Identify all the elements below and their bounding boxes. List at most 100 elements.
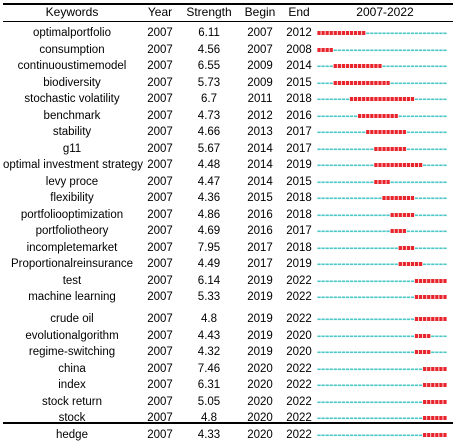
base-segment bbox=[325, 335, 329, 337]
base-segment bbox=[333, 335, 337, 337]
base-segment bbox=[406, 384, 411, 387]
base-segment bbox=[317, 65, 321, 68]
base-segment bbox=[443, 32, 447, 35]
base-segment bbox=[333, 417, 337, 420]
base-segment bbox=[410, 32, 415, 35]
begin-cell: 2019 bbox=[247, 313, 273, 325]
base-segment bbox=[382, 49, 386, 51]
burst-segment bbox=[402, 163, 406, 167]
burst-segment bbox=[398, 97, 402, 101]
table-row: test 2007 6.14 2019 2022 bbox=[3, 273, 453, 289]
base-segment bbox=[325, 296, 329, 299]
base-segment bbox=[362, 148, 366, 150]
base-segment bbox=[366, 368, 370, 370]
base-segment bbox=[370, 280, 374, 282]
base-segment bbox=[353, 148, 358, 150]
strength-cell: 7.95 bbox=[197, 241, 221, 254]
strength-cell: 5.05 bbox=[197, 395, 221, 408]
base-segment bbox=[435, 335, 439, 337]
burst-table: Keywords Year Strength Begin End 2007-20… bbox=[3, 3, 453, 441]
base-segment bbox=[427, 230, 431, 233]
end-cell: 2022 bbox=[286, 274, 312, 287]
base-segment bbox=[418, 417, 423, 420]
base-segment bbox=[418, 368, 423, 370]
burst-segment bbox=[435, 278, 439, 283]
base-segment bbox=[358, 164, 362, 167]
base-segment bbox=[366, 230, 370, 233]
burst-segment bbox=[382, 196, 386, 200]
base-segment bbox=[374, 368, 378, 370]
base-segment bbox=[427, 181, 431, 183]
base-segment bbox=[317, 296, 321, 299]
year-cell: 2007 bbox=[147, 109, 173, 122]
base-segment bbox=[402, 351, 406, 354]
strength-cell: 6.7 bbox=[201, 93, 217, 105]
base-segment bbox=[443, 49, 447, 51]
begin-cell: 2020 bbox=[247, 379, 273, 391]
burst-segment bbox=[410, 163, 415, 167]
base-segment bbox=[345, 230, 350, 233]
keyword-cell: optimal investment strategy bbox=[3, 159, 143, 171]
burst-segment bbox=[374, 80, 378, 85]
burst-segment bbox=[443, 432, 447, 437]
burst-timeline-svg bbox=[317, 399, 447, 404]
burst-segment bbox=[443, 278, 447, 283]
base-segment bbox=[394, 82, 398, 84]
end-cell: 2016 bbox=[286, 109, 312, 122]
base-segment bbox=[353, 131, 358, 134]
burst-segment bbox=[418, 278, 423, 283]
burst-segment bbox=[406, 212, 411, 217]
burst-segment bbox=[439, 399, 443, 404]
base-segment bbox=[333, 280, 337, 282]
burst-segment bbox=[317, 47, 321, 52]
burst-segment bbox=[423, 295, 427, 299]
base-segment bbox=[386, 434, 390, 436]
end-cell: 2015 bbox=[286, 76, 312, 89]
keyword-cell: crude oil bbox=[50, 313, 94, 325]
burst-segment bbox=[374, 179, 378, 184]
table-row: index 2007 6.31 2020 2022 bbox=[3, 377, 453, 393]
burst-segment bbox=[439, 416, 443, 420]
base-segment bbox=[317, 247, 321, 249]
base-segment bbox=[427, 49, 431, 51]
base-segment bbox=[443, 214, 447, 216]
base-segment bbox=[386, 230, 390, 233]
strength-cell: 7.46 bbox=[197, 362, 221, 375]
burst-segment bbox=[439, 383, 443, 387]
base-segment bbox=[386, 417, 390, 420]
burst-timeline bbox=[317, 141, 447, 157]
year-cell: 2007 bbox=[147, 428, 173, 441]
base-segment bbox=[345, 351, 350, 354]
base-segment bbox=[443, 197, 447, 200]
burst-timeline-svg bbox=[317, 383, 447, 387]
base-segment bbox=[410, 148, 415, 150]
base-segment bbox=[374, 49, 378, 51]
base-segment bbox=[390, 434, 394, 436]
base-segment bbox=[431, 32, 435, 35]
begin-cell: 2016 bbox=[247, 208, 273, 221]
base-segment bbox=[398, 335, 402, 337]
base-segment bbox=[370, 148, 374, 150]
base-segment bbox=[325, 434, 329, 436]
base-segment bbox=[321, 65, 325, 68]
base-segment bbox=[378, 384, 382, 387]
burst-segment bbox=[353, 80, 358, 85]
burst-segment bbox=[382, 97, 386, 101]
base-segment bbox=[382, 335, 386, 337]
burst-segment bbox=[414, 163, 419, 167]
base-segment bbox=[345, 368, 350, 370]
base-segment bbox=[317, 263, 321, 266]
base-segment bbox=[394, 247, 398, 249]
base-segment bbox=[402, 115, 406, 117]
burst-segment bbox=[382, 146, 386, 151]
base-segment bbox=[317, 351, 321, 354]
burst-segment bbox=[402, 212, 406, 217]
burst-segment bbox=[431, 416, 435, 420]
base-segment bbox=[402, 434, 406, 436]
base-segment bbox=[337, 214, 341, 216]
bottom-rule bbox=[3, 422, 453, 424]
base-segment bbox=[366, 214, 370, 216]
burst-segment bbox=[337, 64, 341, 68]
table-row: biodiversity 2007 5.73 2009 2015 bbox=[3, 75, 453, 91]
burst-segment bbox=[382, 130, 386, 134]
